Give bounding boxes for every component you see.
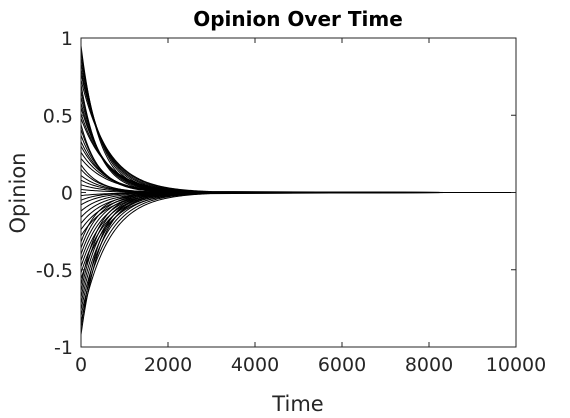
y-tick-label: 1 <box>61 28 73 50</box>
y-tick-label: -0.5 <box>36 260 73 282</box>
series-line <box>80 62 447 193</box>
series-line <box>80 73 447 193</box>
y-tick-label: 0.5 <box>43 105 73 127</box>
x-axis-label: Time <box>271 392 323 416</box>
series-line <box>80 84 447 193</box>
x-tick-label: 2000 <box>144 354 192 376</box>
series-line <box>80 192 447 323</box>
x-tick-label: 10000 <box>486 354 546 376</box>
y-tick-label: 0 <box>61 183 73 205</box>
series-line <box>80 192 447 329</box>
x-tick-label: 4000 <box>231 354 279 376</box>
series-line <box>80 192 447 335</box>
axes: 0 2000 4000 6000 8000 10000 -1 -0.5 0 0.5 1 <box>36 28 546 376</box>
y-axis-label: Opinion <box>6 153 30 234</box>
x-tick-label: 8000 <box>405 354 453 376</box>
series-lines <box>80 45 516 335</box>
series-line <box>80 68 447 193</box>
series-line <box>80 56 447 193</box>
series-line <box>80 45 447 193</box>
series-line <box>80 118 447 193</box>
series-line <box>80 192 447 267</box>
series-line <box>80 192 447 286</box>
series-line <box>80 158 447 193</box>
series-line <box>80 192 447 304</box>
series-line <box>80 192 447 317</box>
series-line <box>80 79 447 193</box>
series-line <box>80 192 447 298</box>
x-tick-label: 6000 <box>318 354 366 376</box>
series-line <box>80 50 447 193</box>
chart-title: Opinion Over Time <box>193 7 403 31</box>
y-tick-label: -1 <box>54 337 73 359</box>
series-line <box>80 192 447 280</box>
x-tick-label: 0 <box>75 354 87 376</box>
